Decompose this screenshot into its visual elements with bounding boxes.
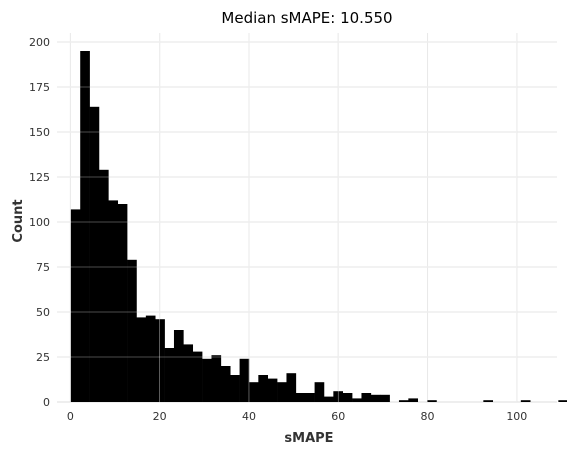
- histogram-bar: [520, 400, 531, 402]
- histogram-bar: [558, 400, 567, 402]
- y-tick-label: 125: [29, 171, 50, 184]
- histogram-bar: [323, 396, 334, 402]
- histogram-bar: [183, 344, 194, 402]
- histogram-bar: [267, 378, 278, 402]
- histogram-bar: [380, 394, 390, 402]
- histogram-bar: [239, 358, 250, 402]
- y-tick-label: 75: [36, 261, 50, 274]
- bars-layer: [57, 33, 567, 403]
- histogram-bar: [136, 317, 147, 402]
- histogram-bar: [211, 355, 222, 402]
- histogram-bar: [192, 351, 203, 402]
- histogram-bar: [80, 51, 90, 402]
- histogram-bar: [220, 366, 231, 402]
- histogram-bar: [164, 348, 175, 402]
- histogram-bar: [286, 373, 297, 402]
- histogram-bar: [398, 400, 409, 402]
- histogram-bar: [155, 319, 165, 402]
- histogram-bar: [314, 382, 325, 402]
- x-tick-label: 0: [67, 410, 74, 423]
- x-tick-label: 100: [506, 410, 527, 423]
- y-axis-label: Count: [11, 199, 26, 242]
- ticks-layer: 0 25 50 75 100 125 150 175 200 0 20 40 60 80 100: [29, 36, 527, 423]
- y-tick-label: 200: [29, 36, 50, 49]
- x-tick-label: 80: [421, 410, 435, 423]
- histogram-bar: [361, 393, 372, 402]
- histogram-bar: [70, 209, 81, 402]
- x-axis-label: sMAPE: [284, 431, 333, 446]
- histogram-bar: [483, 400, 494, 402]
- histogram-bar: [248, 382, 259, 402]
- histogram-bar: [258, 375, 269, 402]
- y-tick-label: 25: [36, 351, 50, 364]
- y-tick-label: 175: [29, 81, 50, 94]
- histogram-bar: [117, 204, 128, 402]
- histogram-bar: [173, 330, 184, 402]
- histogram-bar: [408, 398, 419, 402]
- histogram-bar: [89, 106, 100, 403]
- y-tick-label: 50: [36, 306, 50, 319]
- histogram-bar: [342, 393, 353, 402]
- histogram-bar: [98, 169, 109, 402]
- histogram-bar: [127, 259, 137, 402]
- histogram-bar: [277, 382, 287, 402]
- x-tick-label: 20: [153, 410, 167, 423]
- x-tick-label: 40: [242, 410, 256, 423]
- chart-title: Median sMAPE: 10.550: [221, 9, 392, 27]
- histogram-bar: [145, 315, 156, 402]
- histogram-bar: [295, 393, 306, 402]
- y-tick-label: 150: [29, 126, 50, 139]
- histogram-bar: [352, 398, 362, 402]
- y-tick-label: 100: [29, 216, 50, 229]
- histogram-bar: [427, 400, 437, 402]
- histogram-bar: [370, 394, 381, 402]
- histogram-bar: [202, 358, 212, 402]
- y-tick-label: 0: [43, 396, 50, 409]
- histogram-bar: [305, 393, 315, 402]
- histogram-bar: [230, 375, 240, 402]
- histogram-bar: [108, 200, 119, 402]
- x-tick-label: 60: [331, 410, 345, 423]
